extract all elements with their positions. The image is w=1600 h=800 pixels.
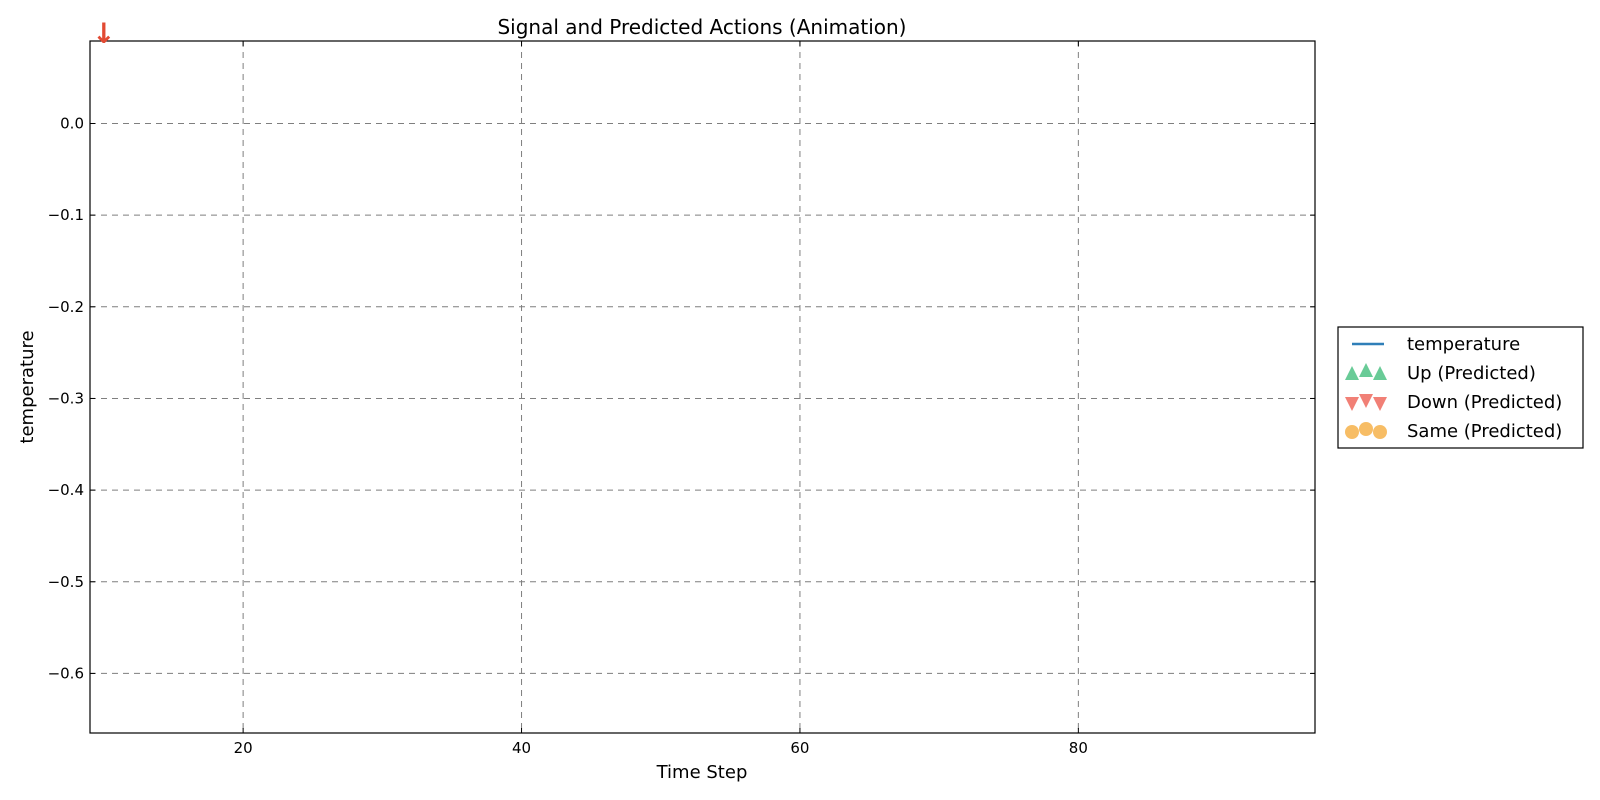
y-axis-label: temperature <box>17 330 38 443</box>
axis-ticks: 20 40 60 80 0.0 −0.1 −0.2 −0.3 −0.4 −0.5 −0.6 <box>48 41 1315 757</box>
legend-label: Down (Predicted) <box>1407 392 1562 413</box>
legend-label: Same (Predicted) <box>1407 421 1562 442</box>
y-tick-label: −0.2 <box>48 298 84 316</box>
legend-item: Up (Predicted) <box>1345 363 1536 384</box>
triangle-up-icon <box>1345 366 1359 380</box>
triangle-down-icon <box>1359 394 1373 408</box>
y-tick-label: −0.4 <box>48 481 84 499</box>
y-tick-label: −0.6 <box>48 664 84 682</box>
circle-marker-icon <box>1373 425 1387 439</box>
grid-lines <box>90 41 1315 733</box>
x-tick-label: 80 <box>1069 739 1088 757</box>
triangle-down-icon <box>1373 397 1387 411</box>
legend-label: Up (Predicted) <box>1407 363 1536 384</box>
y-tick-label: −0.3 <box>48 389 84 407</box>
down-arrow-annotation: ↓ <box>92 17 115 50</box>
legend-item: Down (Predicted) <box>1345 392 1562 413</box>
circle-marker-icon <box>1359 422 1373 436</box>
y-tick-label: −0.5 <box>48 573 84 591</box>
legend-item: Same (Predicted) <box>1345 421 1562 442</box>
triangle-up-icon <box>1373 366 1387 380</box>
y-tick-label: 0.0 <box>60 114 84 132</box>
triangle-down-icon <box>1345 397 1359 411</box>
x-axis-label: Time Step <box>656 762 748 783</box>
legend-label: temperature <box>1407 334 1520 355</box>
plot-frame <box>89 40 1316 734</box>
y-tick-label: −0.1 <box>48 206 84 224</box>
legend-item: temperature <box>1352 334 1520 355</box>
legend: temperature Up (Predicted) Down (Predicted… <box>1337 326 1584 449</box>
triangle-up-icon <box>1359 363 1373 377</box>
x-tick-label: 40 <box>512 739 531 757</box>
chart-title: Signal and Predicted Actions (Animation) <box>497 15 906 39</box>
x-tick-label: 20 <box>234 739 253 757</box>
x-tick-label: 60 <box>790 739 809 757</box>
circle-marker-icon <box>1345 425 1359 439</box>
